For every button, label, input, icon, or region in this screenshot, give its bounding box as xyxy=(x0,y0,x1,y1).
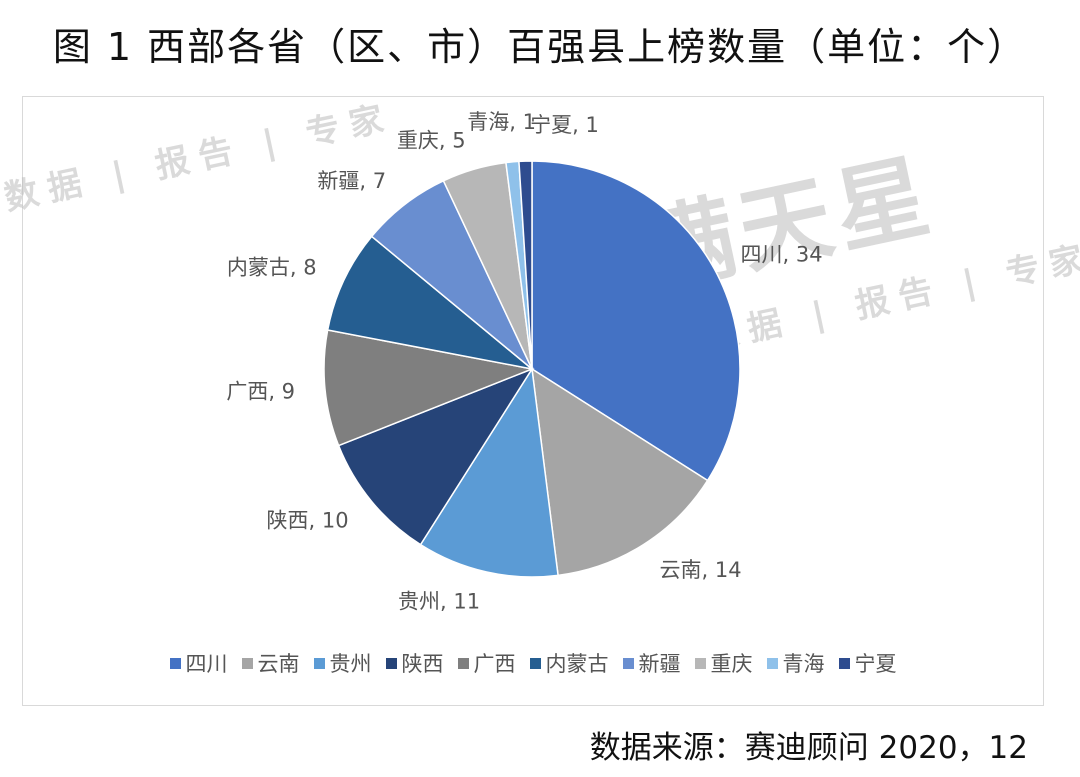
legend-swatch-5 xyxy=(529,657,541,669)
pie-slice-5 xyxy=(326,235,533,370)
legend-swatch-3 xyxy=(385,657,397,669)
data-source: 数据来源：赛迪顾问 2020，12 xyxy=(589,730,1028,766)
legend-label-3: 陕西 xyxy=(401,652,444,676)
chart-legend: 四川 云南 贵州 陕西 广西 内蒙古 新疆 重庆 青海 宁夏 xyxy=(22,648,1044,678)
slice-label-3: 陕西, 10 xyxy=(267,509,349,533)
legend-swatch-8 xyxy=(766,657,778,669)
legend-label-4: 广西 xyxy=(473,652,516,676)
legend-label-1: 云南 xyxy=(257,652,300,676)
slice-label-9: 宁夏, 1 xyxy=(530,113,599,137)
legend-item-9: 宁夏 xyxy=(838,648,897,678)
slice-label-1: 云南, 14 xyxy=(660,558,742,582)
pie-slice-0 xyxy=(531,160,741,482)
slice-label-4: 广西, 9 xyxy=(226,379,295,403)
pie-slice-4 xyxy=(323,329,535,447)
legend-item-6: 新疆 xyxy=(622,648,681,678)
legend-item-7: 重庆 xyxy=(694,648,753,678)
legend-swatch-4 xyxy=(457,657,469,669)
legend-label-5: 内蒙古 xyxy=(545,652,609,676)
slice-label-8: 青海, 1 xyxy=(467,110,536,134)
legend-swatch-1 xyxy=(241,657,253,669)
pie-slice-2 xyxy=(419,366,559,578)
slice-label-7: 重庆, 5 xyxy=(397,128,466,152)
legend-swatch-0 xyxy=(169,657,181,669)
legend-label-8: 青海 xyxy=(782,652,825,676)
legend-item-0: 四川 xyxy=(169,648,228,678)
slice-label-5: 内蒙古, 8 xyxy=(227,256,317,280)
slice-label-6: 新疆, 7 xyxy=(317,169,386,193)
legend-swatch-6 xyxy=(622,657,634,669)
legend-item-4: 广西 xyxy=(457,648,516,678)
pie-slice-3 xyxy=(337,367,534,546)
legend-item-2: 贵州 xyxy=(313,648,372,678)
legend-item-3: 陕西 xyxy=(385,648,444,678)
legend-swatch-7 xyxy=(694,657,706,669)
slice-label-0: 四川, 34 xyxy=(741,242,823,266)
legend-label-9: 宁夏 xyxy=(854,652,897,676)
legend-item-8: 青海 xyxy=(766,648,825,678)
slice-label-2: 贵州, 11 xyxy=(398,589,480,613)
pie-slice-1 xyxy=(531,367,709,577)
legend-item-1: 云南 xyxy=(241,648,300,678)
legend-label-0: 四川 xyxy=(185,652,228,676)
legend-label-7: 重庆 xyxy=(710,652,753,676)
legend-swatch-9 xyxy=(838,657,850,669)
legend-item-5: 内蒙古 xyxy=(529,648,609,678)
legend-swatch-2 xyxy=(313,657,325,669)
legend-label-6: 新疆 xyxy=(638,652,681,676)
legend-label-2: 贵州 xyxy=(329,652,372,676)
pie-slice-9 xyxy=(518,160,533,370)
page-title: 图 1 西部各省（区、市）百强县上榜数量（单位：个） xyxy=(52,25,1028,69)
